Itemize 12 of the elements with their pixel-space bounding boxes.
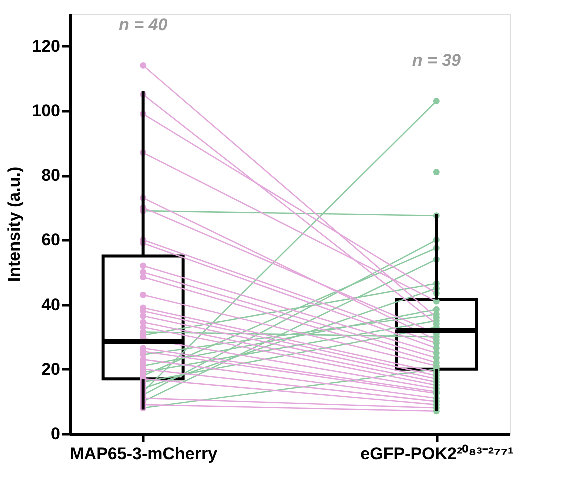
y-tick-label: 100 — [32, 101, 60, 120]
y-axis-title: Intensity (a.u.) — [5, 166, 24, 282]
x-tick-label: MAP65-3-mCherry — [70, 444, 218, 464]
y-tick-label: 120 — [32, 36, 60, 56]
annotation: n = 40 — [118, 16, 168, 35]
y-tick-label: 80 — [42, 166, 60, 186]
x-tick-label: eGFP-POK2²⁰⁸³⁻²⁷⁷¹ — [360, 444, 514, 464]
y-tick-label: 20 — [42, 360, 60, 379]
annotation: n = 39 — [412, 51, 462, 70]
y-tick-label: 60 — [42, 230, 60, 250]
y-tick-label: 40 — [42, 295, 60, 314]
y-tick-label: 0 — [51, 424, 60, 444]
